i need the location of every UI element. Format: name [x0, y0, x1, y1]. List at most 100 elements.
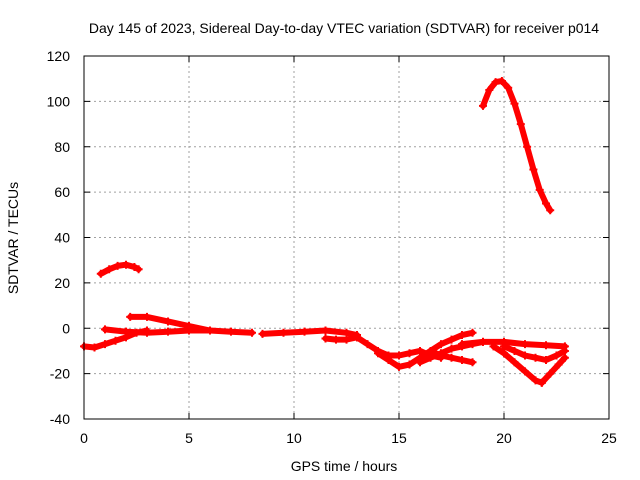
data-point-marker [537, 378, 546, 387]
y-tick-label: 20 [54, 275, 70, 291]
data-point-marker [458, 340, 466, 349]
data-point-marker [447, 335, 456, 344]
series-track-11 [426, 346, 477, 367]
data-point-marker [130, 262, 139, 271]
data-point-marker [546, 369, 555, 378]
data-point-marker [426, 346, 435, 355]
data-point-marker [468, 328, 477, 337]
data-point-marker [458, 356, 466, 365]
data-point-marker [510, 358, 519, 367]
data-point-marker [353, 333, 361, 342]
plot-frame [83, 55, 610, 420]
data-point-marker [206, 326, 214, 335]
data-point-marker [497, 76, 506, 85]
y-tick-label: 60 [54, 184, 70, 200]
series-line [322, 334, 360, 343]
data-point-marker [143, 312, 151, 321]
data-point-marker [535, 185, 544, 194]
data-point-marker [447, 353, 456, 362]
data-point-marker [546, 206, 555, 215]
data-point-marker [479, 337, 487, 346]
y-tick-label: 40 [54, 230, 70, 246]
data-point-marker [342, 335, 351, 344]
data-point-marker [395, 351, 403, 360]
data-point-marker [300, 327, 309, 336]
series-track-2 [479, 76, 555, 215]
data-point-marker [468, 358, 477, 367]
series-track-14 [500, 342, 569, 365]
y-tick-label: -40 [50, 411, 70, 427]
x-tick-label: 15 [391, 430, 407, 446]
data-point-marker [185, 321, 193, 330]
data-point-marker [500, 342, 508, 351]
data-point-marker [321, 334, 330, 343]
data-point-marker [164, 327, 172, 336]
grid-layer [84, 56, 609, 419]
data-point-marker [529, 165, 538, 174]
data-point-marker [90, 343, 99, 352]
y-tick-label: -20 [50, 366, 70, 382]
data-point-marker [489, 342, 498, 351]
data-point-marker [500, 349, 508, 358]
series-line [480, 78, 554, 214]
data-point-marker [560, 346, 569, 355]
data-point-marker [111, 336, 120, 345]
y-tick-label: 100 [47, 93, 71, 109]
data-point-marker [531, 376, 540, 385]
series-track-1 [96, 260, 143, 278]
series-track-15 [537, 353, 569, 387]
y-tick-label: 120 [47, 48, 71, 64]
data-point-marker [113, 261, 122, 270]
data-point-marker [279, 328, 288, 337]
data-point-marker [96, 269, 105, 278]
x-tick-label: 0 [80, 430, 88, 446]
data-point-marker [248, 328, 256, 337]
data-point-marker [405, 360, 414, 369]
data-point-marker [416, 346, 424, 355]
y-axis-label: SDTVAR / TECUs [5, 182, 21, 294]
data-point-marker [395, 362, 403, 371]
data-point-marker [510, 99, 519, 108]
data-point-marker [531, 353, 540, 362]
data-point-marker [342, 328, 351, 337]
x-tick-label: 20 [496, 430, 512, 446]
data-point-marker [437, 351, 445, 360]
data-point-marker [134, 265, 143, 274]
series-track-9 [374, 328, 477, 371]
data-point-marker [521, 351, 529, 360]
data-point-marker [542, 356, 550, 365]
data-point-marker [426, 353, 435, 362]
tick-label-layer: 0 5 10 15 20 25 -40 -20 0 20 40 60 80 100 120 [47, 48, 617, 446]
data-point-marker [437, 340, 445, 349]
x-tick-label: 5 [185, 430, 193, 446]
data-point-marker [521, 367, 529, 376]
data-point-marker [491, 78, 500, 87]
data-point-marker [554, 360, 563, 369]
data-point-marker [126, 312, 135, 321]
data-point-marker [458, 331, 466, 340]
series-line [538, 354, 568, 386]
data-point-marker [258, 329, 267, 338]
data-point-marker [164, 317, 172, 326]
data-point-marker [363, 340, 372, 349]
data-point-marker [542, 199, 550, 208]
data-point-marker [521, 340, 529, 349]
data-point-marker [447, 344, 456, 353]
frame-layer [83, 55, 610, 420]
data-point-marker [479, 101, 487, 110]
data-point-marker [105, 265, 114, 274]
series-track-5 [126, 312, 214, 335]
data-point-marker [384, 356, 393, 365]
data-point-marker [552, 351, 561, 360]
y-tick-label: 0 [62, 320, 70, 336]
chart-title: Day 145 of 2023, Sidereal Day-to-day VTE… [89, 20, 599, 36]
data-point-marker [122, 260, 130, 269]
data-point-marker [510, 346, 519, 355]
data-point-marker [143, 328, 151, 337]
data-point-marker [560, 353, 569, 362]
data-point-marker [374, 349, 382, 358]
data-point-marker [101, 325, 109, 334]
series-layer [80, 76, 569, 387]
data-point-marker [227, 327, 235, 336]
